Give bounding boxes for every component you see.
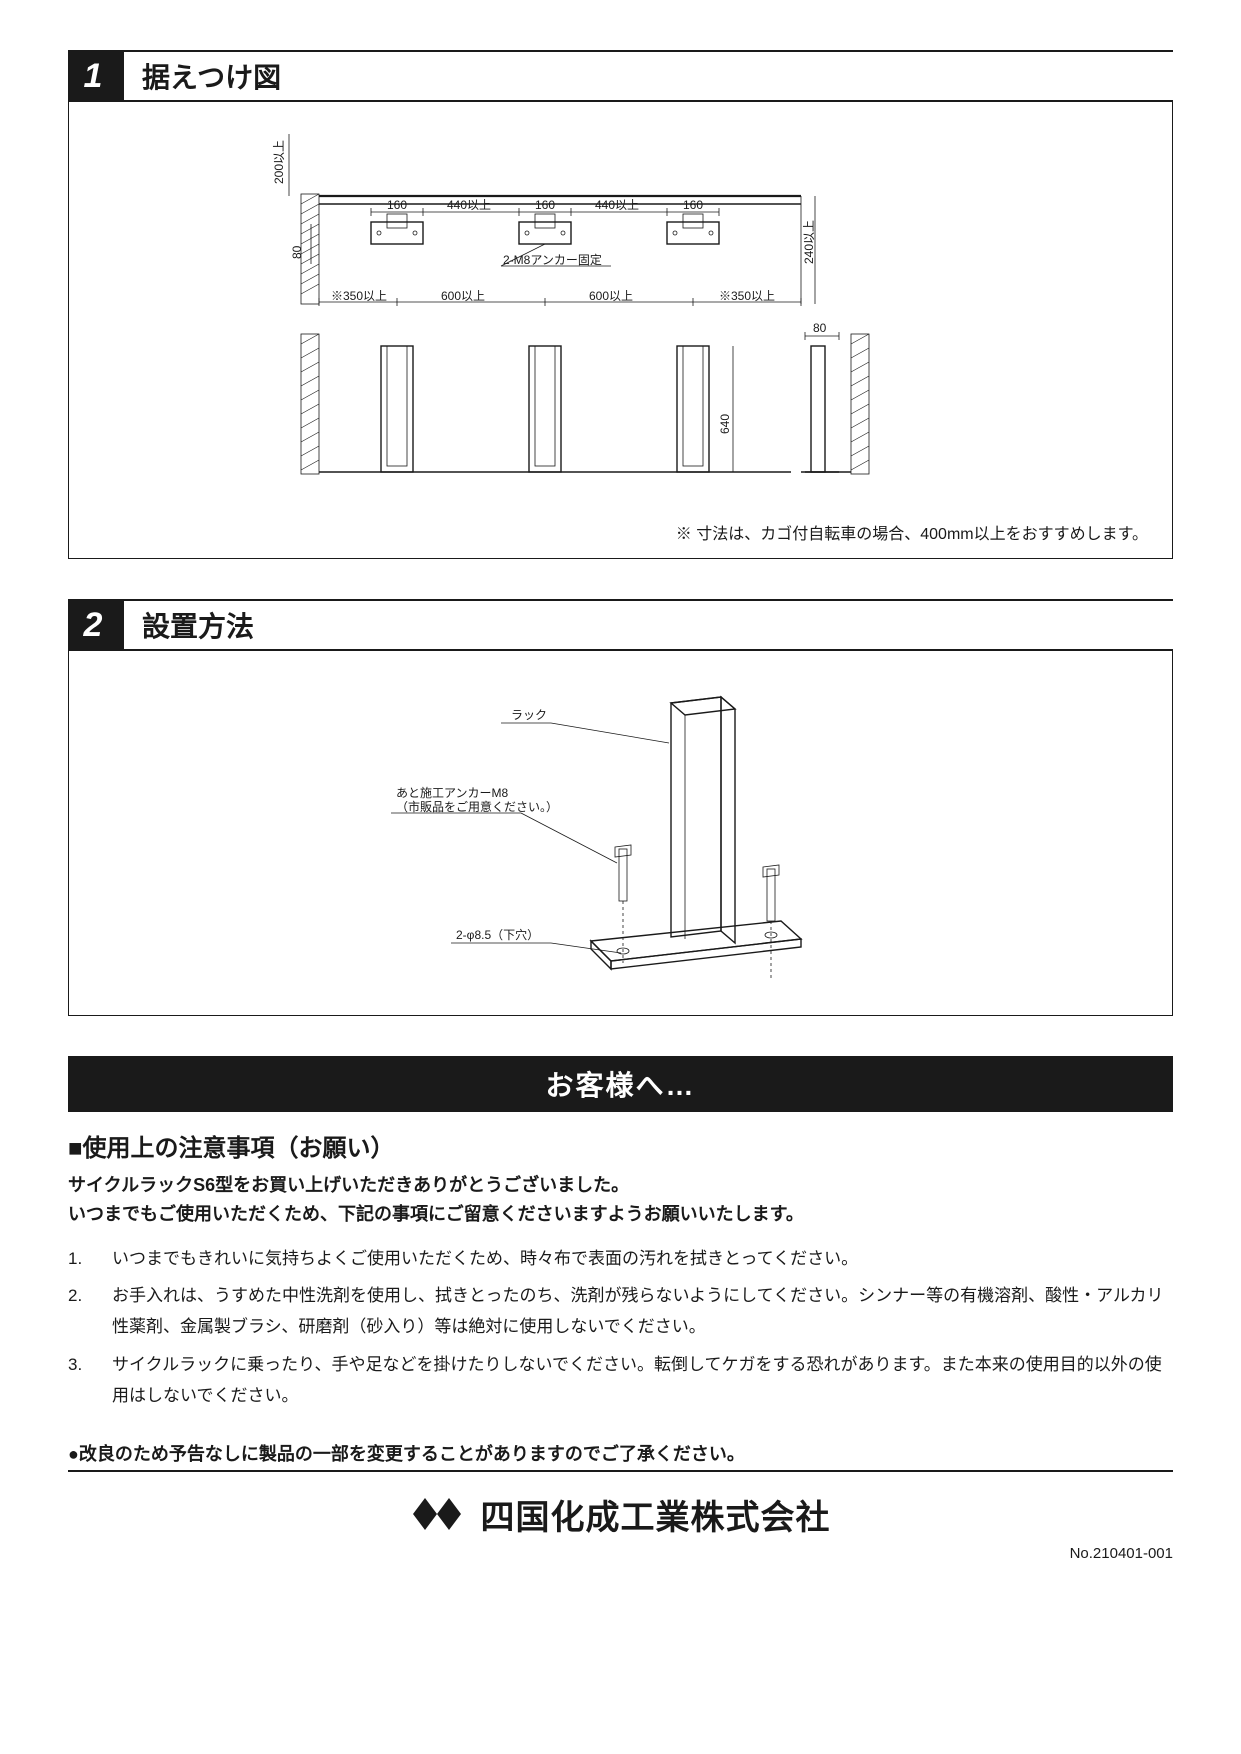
svg-text:160: 160 [535, 198, 555, 212]
svg-text:80: 80 [813, 321, 827, 335]
svg-text:80: 80 [290, 245, 304, 259]
svg-text:※350以上: ※350以上 [719, 289, 775, 303]
thanks-block: サイクルラックS6型をお買い上げいただきありがとうございました。 いつまでもご使… [68, 1171, 1173, 1229]
footer: 四国化成工業株式会社 [68, 1490, 1173, 1539]
improve-note: ●改良のため予告なしに製品の一部を変更することがありますのでご了承ください。 [68, 1440, 1173, 1472]
install-diagram: ラック あと施工アンカーM8 （市販品をご用意ください。） 2-φ8.5（下穴） [301, 663, 941, 1003]
svg-text:2-M8アンカー固定: 2-M8アンカー固定 [503, 252, 602, 267]
svg-text:ラック: ラック [511, 708, 547, 722]
customer-banner: お客様へ… [68, 1056, 1173, 1112]
svg-text:160: 160 [387, 198, 407, 212]
svg-text:600以上: 600以上 [441, 289, 485, 303]
thanks-line-1: サイクルラックS6型をお買い上げいただきありがとうございました。 [68, 1171, 1173, 1200]
usage-item: サイクルラックに乗ったり、手や足などを掛けたりしないでください。転倒してケガをす… [68, 1349, 1173, 1412]
svg-text:240以上: 240以上 [802, 220, 816, 264]
svg-text:（市販品をご用意ください。）: （市販品をご用意ください。） [396, 799, 558, 814]
svg-text:※350以上: ※350以上 [331, 289, 387, 303]
usage-item: お手入れは、うすめた中性洗剤を使用し、拭きとったのち、洗剤が残らないようにしてく… [68, 1280, 1173, 1343]
svg-text:あと施工アンカーM8: あと施工アンカーM8 [396, 786, 509, 800]
thanks-line-2: いつまでもご使用いただくため、下記の事項にご留意くださいますようお願いいたします… [68, 1200, 1173, 1229]
section-2-title: 設置方法 [124, 601, 254, 649]
section-2-number: 2 [68, 601, 124, 649]
company-name: 四国化成工業株式会社 [481, 1490, 831, 1539]
company-logo-icon [411, 1494, 467, 1534]
section-2-header: 2 設置方法 [68, 599, 1173, 651]
svg-text:440以上: 440以上 [595, 198, 639, 212]
svg-text:440以上: 440以上 [447, 198, 491, 212]
section-1-number: 1 [68, 52, 124, 100]
usage-heading: ■使用上の注意事項（お願い） [68, 1128, 1173, 1163]
svg-text:640: 640 [718, 414, 732, 434]
section-1-body: 200以上 80 160 440以上 160 440以上 160 [68, 102, 1173, 559]
plan-elevation-diagram: 200以上 80 160 440以上 160 440以上 160 [241, 114, 1001, 514]
svg-text:600以上: 600以上 [589, 289, 633, 303]
svg-text:200以上: 200以上 [272, 140, 286, 184]
usage-item: いつまでもきれいに気持ちよくご使用いただくため、時々布で表面の汚れを拭きとってく… [68, 1243, 1173, 1274]
plan-note: ※ 寸法は、カゴ付自転車の場合、400mm以上をおすすめします。 [81, 514, 1160, 546]
svg-text:160: 160 [683, 198, 703, 212]
document-number: No.210401-001 [68, 1545, 1173, 1562]
section-2-body: ラック あと施工アンカーM8 （市販品をご用意ください。） 2-φ8.5（下穴） [68, 651, 1173, 1016]
svg-text:2-φ8.5（下穴）: 2-φ8.5（下穴） [456, 927, 539, 942]
usage-list: いつまでもきれいに気持ちよくご使用いただくため、時々布で表面の汚れを拭きとってく… [68, 1243, 1173, 1412]
section-1-header: 1 据えつけ図 [68, 50, 1173, 102]
section-1-title: 据えつけ図 [124, 52, 281, 100]
